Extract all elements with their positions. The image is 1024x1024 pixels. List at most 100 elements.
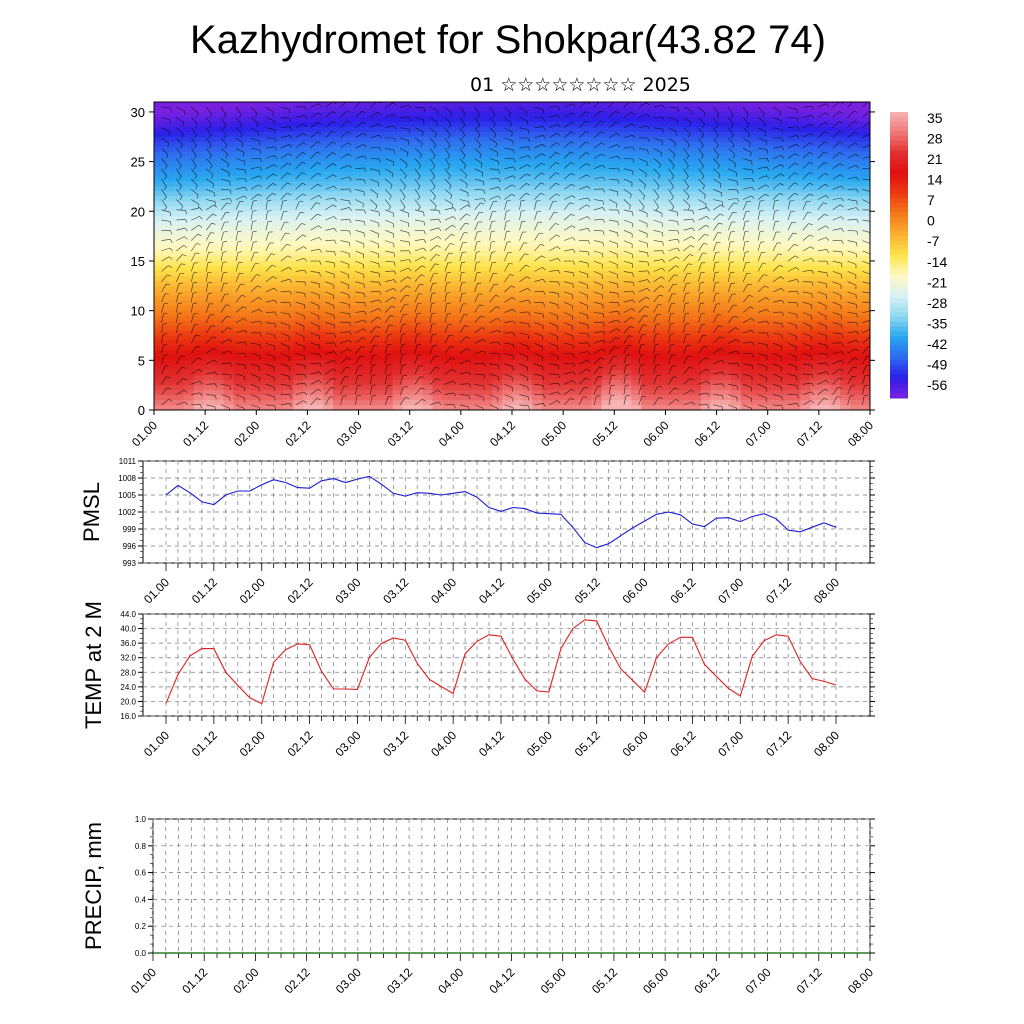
wind-barb <box>176 345 180 354</box>
heatmap-cell <box>233 231 245 237</box>
heatmap-cell <box>770 221 782 227</box>
heatmap-cell <box>810 256 821 262</box>
heatmap-cell <box>611 295 622 302</box>
heatmap-cell <box>581 380 593 386</box>
heatmap-cell <box>661 156 672 163</box>
heatmap-cell <box>462 226 473 232</box>
heatmap-cell <box>800 340 811 347</box>
heatmap-cell <box>531 310 543 317</box>
heatmap-cell <box>700 236 712 242</box>
heatmap-cell <box>243 345 255 351</box>
heatmap-cell <box>382 121 394 128</box>
heatmap-cell <box>581 365 593 371</box>
heatmap-cell <box>342 315 354 322</box>
heatmap-cell <box>233 121 245 128</box>
heatmap-cell <box>402 265 414 272</box>
wind-barb <box>280 221 285 231</box>
heatmap-cell <box>183 102 195 108</box>
heatmap-cell <box>502 256 513 262</box>
heatmap-cell <box>502 201 513 207</box>
heatmap-cell <box>710 335 722 342</box>
heatmap-cell <box>521 295 533 302</box>
heatmap-cell <box>641 280 652 287</box>
heatmap-cell <box>442 405 453 410</box>
heatmap-cell <box>541 216 553 222</box>
heatmap-cell <box>502 310 513 317</box>
heatmap-cell <box>790 166 801 173</box>
heatmap-cell <box>283 385 294 391</box>
wind-barb-flag <box>255 113 258 118</box>
heatmap-cell <box>462 335 473 342</box>
heatmap-cell <box>492 186 503 193</box>
heatmap-cell <box>432 136 443 143</box>
heatmap-cell <box>163 196 175 202</box>
heatmap-cell <box>551 315 563 322</box>
heatmap-cell <box>432 270 443 277</box>
heatmap-cell <box>820 335 831 342</box>
heatmap-cell <box>273 196 284 202</box>
heatmap-cell <box>631 280 642 287</box>
heatmap-cell <box>800 121 811 128</box>
wind-barb-flag <box>170 239 173 243</box>
heatmap-cell <box>840 176 851 183</box>
heatmap-cell <box>213 360 225 366</box>
heatmap-cell <box>551 151 563 158</box>
heatmap-cell <box>691 320 702 327</box>
heatmap-cell <box>840 116 851 123</box>
heatmap-cell <box>163 201 175 207</box>
heatmap-cell <box>621 290 632 297</box>
heatmap-cell <box>173 151 185 158</box>
wind-barb-flag <box>196 346 201 348</box>
heatmap-cell <box>850 176 861 183</box>
heatmap-cell <box>422 131 434 138</box>
heatmap-cell <box>860 315 870 322</box>
heatmap-cell <box>273 315 284 322</box>
heatmap-cell <box>472 395 483 401</box>
heatmap-cell <box>243 350 255 356</box>
heatmap-cell <box>492 246 503 252</box>
heatmap-cell <box>800 285 811 292</box>
heatmap-cell <box>502 385 513 391</box>
heatmap-cell <box>601 251 613 257</box>
heatmap-cell <box>860 390 870 396</box>
heatmap-cell <box>541 146 553 153</box>
heatmap-cell <box>183 295 195 302</box>
heatmap-cell <box>392 395 404 401</box>
heatmap-cell <box>601 221 613 227</box>
heatmap-cell <box>830 141 841 148</box>
heatmap-cell <box>561 231 573 237</box>
heatmap-cell <box>173 171 185 178</box>
heatmap-cell <box>531 161 543 168</box>
heatmap-cell <box>283 121 294 128</box>
heatmap-cell <box>303 380 314 386</box>
heatmap-cell <box>342 265 354 272</box>
heatmap-cell <box>611 330 622 337</box>
wind-barb-flag <box>185 210 187 215</box>
wind-barb <box>221 394 230 398</box>
heatmap-cell <box>651 156 662 163</box>
heatmap-cell <box>571 265 583 272</box>
heatmap-cell <box>372 405 384 410</box>
heatmap-cell <box>780 241 792 247</box>
heatmap-cell <box>541 166 553 173</box>
heatmap-cell <box>502 176 513 183</box>
heatmap-cell <box>661 340 672 347</box>
heatmap-cell <box>840 295 851 302</box>
heatmap-cell <box>800 171 811 178</box>
heatmap-cell <box>571 290 583 297</box>
heatmap-cell <box>293 211 304 217</box>
heatmap-cell <box>243 405 255 410</box>
heatmap-cell <box>541 151 553 158</box>
heatmap-cell <box>691 275 702 282</box>
heatmap-cell <box>293 325 304 332</box>
heatmap-cell <box>472 191 483 197</box>
wind-barb-flag <box>238 114 242 118</box>
heatmap-cell <box>163 211 175 217</box>
heatmap-cell <box>800 360 811 366</box>
heatmap-cell <box>173 315 185 322</box>
heatmap-cell <box>750 370 762 376</box>
wind-barb <box>250 353 260 356</box>
heatmap-cell <box>551 176 563 183</box>
wind-barb-flag <box>229 385 231 390</box>
heatmap-cell <box>223 181 235 188</box>
